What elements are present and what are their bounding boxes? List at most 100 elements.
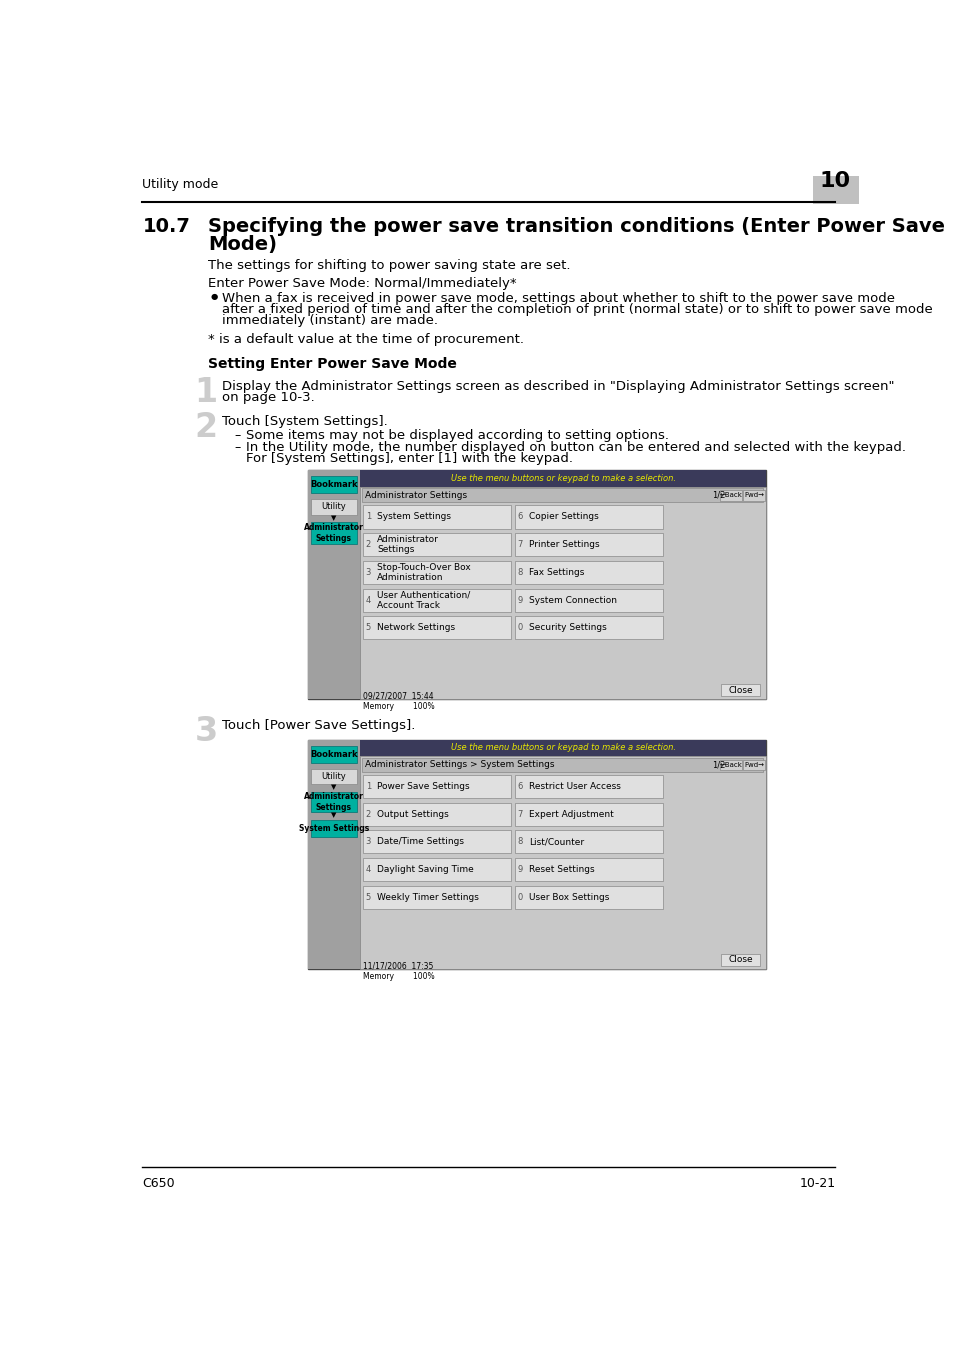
Text: 5: 5 [365, 624, 371, 632]
Text: Close: Close [728, 956, 752, 964]
Text: 6: 6 [517, 513, 522, 521]
Text: Security Settings: Security Settings [529, 624, 606, 632]
Text: * is a default value at the time of procurement.: * is a default value at the time of proc… [208, 333, 524, 346]
FancyBboxPatch shape [515, 560, 661, 585]
Text: System Settings: System Settings [298, 824, 369, 833]
Text: Fwd→: Fwd→ [743, 493, 763, 498]
Text: Utility mode: Utility mode [142, 178, 218, 192]
Text: Date/Time Settings: Date/Time Settings [377, 837, 464, 846]
FancyBboxPatch shape [515, 803, 661, 826]
FancyBboxPatch shape [311, 477, 356, 493]
Text: Bookmark: Bookmark [310, 749, 357, 759]
Text: When a fax is received in power save mode, settings about whether to shift to th: When a fax is received in power save mod… [221, 292, 894, 305]
Text: Administrator
Settings: Administrator Settings [304, 524, 363, 543]
Text: 0: 0 [517, 624, 522, 632]
FancyBboxPatch shape [363, 533, 510, 556]
Text: Touch [System Settings].: Touch [System Settings]. [221, 414, 387, 428]
Text: 2: 2 [365, 810, 371, 818]
Text: 7: 7 [517, 810, 522, 818]
Text: Touch [Power Save Settings].: Touch [Power Save Settings]. [221, 718, 415, 732]
FancyBboxPatch shape [360, 487, 765, 699]
Text: on page 10-3.: on page 10-3. [221, 390, 314, 404]
Text: Daylight Saving Time: Daylight Saving Time [377, 865, 474, 875]
Text: Administrator Settings > System Settings: Administrator Settings > System Settings [365, 760, 554, 770]
Text: 3: 3 [365, 568, 371, 576]
FancyBboxPatch shape [515, 505, 661, 528]
Text: 1: 1 [365, 782, 371, 791]
FancyBboxPatch shape [363, 617, 510, 640]
Text: Some items may not be displayed according to setting options.: Some items may not be displayed accordin… [245, 429, 668, 443]
Text: –: – [233, 440, 240, 454]
FancyBboxPatch shape [720, 760, 740, 771]
Text: System Settings: System Settings [377, 513, 451, 521]
FancyBboxPatch shape [360, 756, 765, 969]
Text: ▼: ▼ [331, 784, 336, 790]
Text: Expert Adjustment: Expert Adjustment [529, 810, 614, 818]
FancyBboxPatch shape [307, 470, 765, 699]
FancyBboxPatch shape [363, 886, 510, 909]
Text: ▼: ▼ [331, 514, 336, 521]
Text: List/Counter: List/Counter [529, 837, 584, 846]
Text: Restrict User Access: Restrict User Access [529, 782, 620, 791]
Text: 10.7: 10.7 [142, 217, 191, 236]
Text: 1: 1 [194, 377, 217, 409]
Text: –: – [233, 429, 240, 443]
FancyBboxPatch shape [363, 803, 510, 826]
FancyBboxPatch shape [311, 522, 356, 544]
Text: Bookmark: Bookmark [310, 481, 357, 489]
FancyBboxPatch shape [363, 505, 510, 528]
FancyBboxPatch shape [515, 617, 661, 640]
Text: Network Settings: Network Settings [377, 624, 455, 632]
Text: Close: Close [728, 686, 752, 695]
Text: 6: 6 [517, 782, 522, 791]
Text: 10: 10 [819, 171, 850, 192]
Text: Utility: Utility [321, 502, 346, 512]
Text: 09/27/2007  15:44
Memory        100%: 09/27/2007 15:44 Memory 100% [363, 691, 435, 711]
FancyBboxPatch shape [363, 560, 510, 585]
FancyBboxPatch shape [360, 470, 765, 487]
Text: 4: 4 [365, 865, 371, 875]
Text: 8: 8 [517, 568, 522, 576]
Text: after a fixed period of time and after the completion of print (normal state) or: after a fixed period of time and after t… [221, 302, 931, 316]
FancyBboxPatch shape [515, 830, 661, 853]
Text: 9: 9 [517, 595, 522, 605]
Text: 11/17/2006  17:35
Memory        100%: 11/17/2006 17:35 Memory 100% [363, 961, 435, 980]
Text: Weekly Timer Settings: Weekly Timer Settings [377, 892, 478, 902]
Text: Printer Settings: Printer Settings [529, 540, 599, 549]
FancyBboxPatch shape [360, 740, 765, 756]
Text: Reset Settings: Reset Settings [529, 865, 595, 875]
Text: System Connection: System Connection [529, 595, 617, 605]
Text: Copier Settings: Copier Settings [529, 513, 598, 521]
FancyBboxPatch shape [742, 490, 764, 501]
Text: For [System Settings], enter [1] with the keypad.: For [System Settings], enter [1] with th… [245, 451, 572, 464]
Text: immediately (instant) are made.: immediately (instant) are made. [221, 313, 437, 327]
FancyBboxPatch shape [363, 859, 510, 882]
Text: 2: 2 [194, 410, 217, 444]
Text: Mode): Mode) [208, 235, 277, 254]
Text: Display the Administrator Settings screen as described in "Displaying Administra: Display the Administrator Settings scree… [221, 379, 893, 393]
Text: User Authentication/
Account Track: User Authentication/ Account Track [377, 590, 470, 610]
Text: 5: 5 [365, 892, 371, 902]
Text: In the Utility mode, the number displayed on button can be entered and selected : In the Utility mode, the number displaye… [245, 440, 904, 454]
Text: 3: 3 [194, 716, 217, 748]
FancyBboxPatch shape [812, 176, 858, 204]
Text: The settings for shifting to power saving state are set.: The settings for shifting to power savin… [208, 259, 570, 271]
FancyBboxPatch shape [311, 745, 356, 763]
FancyBboxPatch shape [742, 760, 764, 771]
Text: Use the menu buttons or keypad to make a selection.: Use the menu buttons or keypad to make a… [451, 474, 675, 483]
Text: ●: ● [211, 292, 217, 301]
FancyBboxPatch shape [515, 589, 661, 612]
Text: 1/2: 1/2 [711, 760, 724, 770]
Text: Setting Enter Power Save Mode: Setting Enter Power Save Mode [208, 356, 456, 371]
Text: Administrator
Settings: Administrator Settings [304, 792, 363, 811]
FancyBboxPatch shape [515, 859, 661, 882]
FancyBboxPatch shape [720, 490, 740, 501]
Text: 1/2: 1/2 [711, 491, 724, 500]
FancyBboxPatch shape [311, 768, 356, 784]
Text: Fax Settings: Fax Settings [529, 568, 584, 576]
FancyBboxPatch shape [720, 684, 760, 697]
Text: 7: 7 [517, 540, 522, 549]
FancyBboxPatch shape [311, 819, 356, 837]
FancyBboxPatch shape [363, 775, 510, 798]
FancyBboxPatch shape [515, 886, 661, 909]
